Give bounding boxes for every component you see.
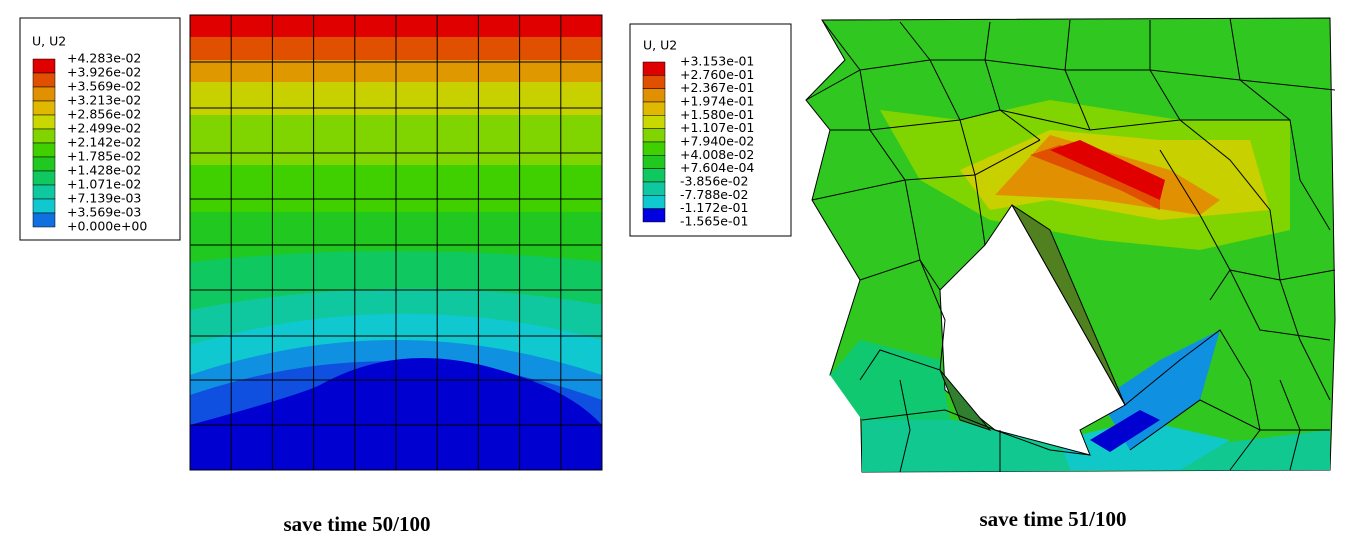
legend-label: +1.785e-02 <box>67 149 141 164</box>
caption: save time 50/100 <box>284 512 431 536</box>
legend-label: +3.926e-02 <box>67 65 141 80</box>
mesh-lines <box>805 17 1336 473</box>
legend-swatch <box>32 184 56 200</box>
legend-swatch <box>32 114 56 130</box>
legend-swatch <box>32 72 56 88</box>
legend-label: +1.107e-01 <box>680 120 754 135</box>
legend-title: U, U2 <box>32 34 66 49</box>
legend-swatch <box>642 75 666 89</box>
legend-left: U, U2 +4.283e-02+3.926e-02+3.569e-02+3.2… <box>19 17 181 241</box>
legend-label: -1.172e-01 <box>680 200 748 215</box>
legend-swatch <box>642 195 666 209</box>
legend-label: +3.569e-03 <box>67 205 141 220</box>
contour-right <box>805 17 1336 473</box>
legend-label: +1.428e-02 <box>67 163 141 178</box>
legend-label: -1.565e-01 <box>680 213 748 228</box>
legend-swatch <box>32 156 56 172</box>
legend-swatch <box>32 128 56 144</box>
legend-swatch <box>642 128 666 143</box>
legend-label: -7.788e-02 <box>680 187 748 202</box>
legend-label: -3.856e-02 <box>680 173 748 188</box>
legend-swatch <box>642 181 666 196</box>
legend-label: +2.760e-01 <box>680 67 754 82</box>
legend-swatch <box>642 61 666 76</box>
legend-label: +1.580e-01 <box>680 107 754 122</box>
legend-swatch <box>32 212 56 228</box>
legend-label: +2.367e-01 <box>680 80 754 95</box>
legend-right: U, U2 +3.153e-01+2.760e-01+2.367e-01+1.9… <box>629 23 792 237</box>
legend-label: +7.940e-02 <box>680 133 754 148</box>
legend-swatch <box>32 142 56 158</box>
legend-swatch <box>32 100 56 116</box>
contour-left <box>189 14 603 471</box>
legend-swatch <box>32 86 56 102</box>
legend-label: +2.499e-02 <box>67 121 141 136</box>
legend-swatch <box>642 208 666 223</box>
legend-swatch <box>32 170 56 186</box>
legend-label: +1.974e-01 <box>680 93 754 108</box>
legend-label: +3.153e-01 <box>680 54 754 69</box>
legend-swatch <box>642 88 666 103</box>
legend-swatch <box>642 101 666 116</box>
legend-label: +2.856e-02 <box>67 107 141 122</box>
legend-label: +3.569e-02 <box>67 79 141 94</box>
legend-swatch <box>32 58 56 74</box>
legend-title: U, U2 <box>643 38 677 53</box>
caption: save time 51/100 <box>980 507 1127 531</box>
legend-label: +4.008e-02 <box>680 147 754 162</box>
legend-swatch <box>642 141 666 156</box>
legend-label: +4.283e-02 <box>67 51 141 66</box>
legend-swatch <box>642 168 666 183</box>
legend-label: +1.071e-02 <box>67 177 141 192</box>
legend-label: +2.142e-02 <box>67 135 141 150</box>
legend-swatch <box>32 198 56 214</box>
legend-label: +7.604e-04 <box>680 160 754 175</box>
legend-swatch <box>642 115 666 129</box>
legend-label: +7.139e-03 <box>67 191 141 206</box>
legend-swatch <box>642 155 666 169</box>
legend-label: +0.000e+00 <box>67 219 147 234</box>
legend-label: +3.213e-02 <box>67 93 141 108</box>
